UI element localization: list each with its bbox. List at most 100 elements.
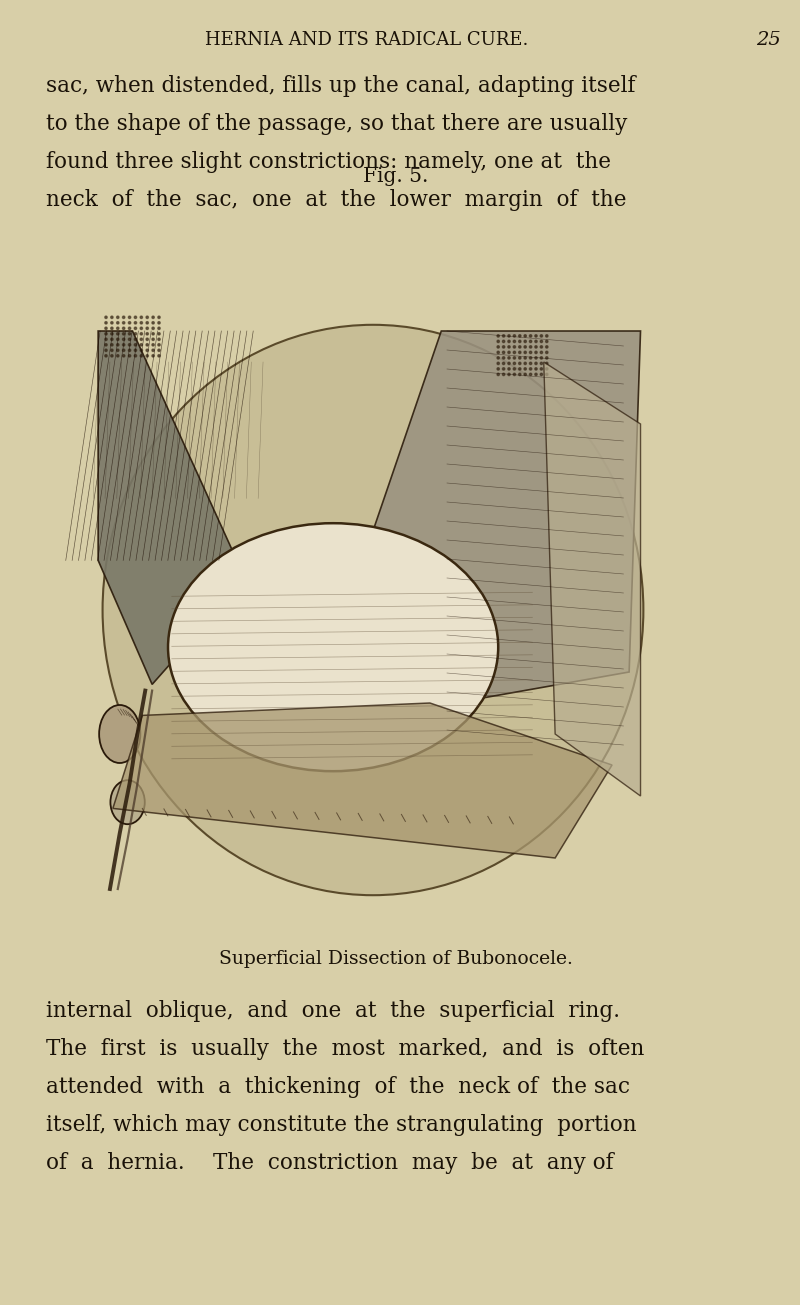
Circle shape (524, 373, 526, 376)
Circle shape (508, 341, 510, 343)
Circle shape (128, 316, 130, 318)
Circle shape (530, 368, 532, 371)
Circle shape (508, 334, 510, 337)
Circle shape (117, 321, 119, 324)
Circle shape (546, 363, 548, 364)
Circle shape (546, 334, 548, 337)
Circle shape (540, 373, 542, 376)
Circle shape (524, 351, 526, 354)
Circle shape (134, 316, 137, 318)
Circle shape (508, 363, 510, 364)
Circle shape (535, 351, 537, 354)
Circle shape (140, 343, 142, 346)
Text: attended  with  a  thickening  of  the  neck of  the sac: attended with a thickening of the neck o… (46, 1077, 630, 1098)
Circle shape (110, 316, 113, 318)
Circle shape (128, 321, 130, 324)
Circle shape (514, 334, 515, 337)
Text: The  first  is  usually  the  most  marked,  and  is  often: The first is usually the most marked, an… (46, 1037, 645, 1060)
Circle shape (518, 363, 521, 364)
Circle shape (110, 350, 113, 351)
Circle shape (540, 346, 542, 348)
Circle shape (530, 334, 532, 337)
Circle shape (152, 343, 154, 346)
Circle shape (105, 350, 107, 351)
Circle shape (535, 346, 537, 348)
Circle shape (540, 351, 542, 354)
Circle shape (514, 356, 515, 359)
Circle shape (524, 341, 526, 343)
Circle shape (524, 334, 526, 337)
Circle shape (540, 356, 542, 359)
Circle shape (502, 368, 505, 371)
Circle shape (514, 346, 515, 348)
Text: of  a  hernia.  The  constriction  may  be  at  any of: of a hernia. The constriction may be at … (46, 1152, 614, 1174)
Ellipse shape (99, 705, 140, 763)
Circle shape (128, 350, 130, 351)
Circle shape (497, 368, 499, 371)
Circle shape (530, 363, 532, 364)
Circle shape (514, 368, 515, 371)
Circle shape (117, 333, 119, 335)
Circle shape (518, 373, 521, 376)
Polygon shape (350, 331, 641, 715)
Circle shape (158, 328, 160, 329)
Circle shape (530, 351, 532, 354)
Circle shape (546, 356, 548, 359)
Circle shape (535, 356, 537, 359)
Circle shape (105, 316, 107, 318)
Circle shape (105, 321, 107, 324)
Circle shape (122, 328, 125, 329)
Circle shape (146, 338, 149, 341)
Circle shape (105, 328, 107, 329)
Circle shape (524, 368, 526, 371)
Circle shape (152, 316, 154, 318)
Circle shape (508, 346, 510, 348)
Circle shape (122, 321, 125, 324)
Circle shape (497, 363, 499, 364)
Circle shape (497, 334, 499, 337)
Circle shape (514, 373, 515, 376)
Polygon shape (98, 331, 246, 684)
Circle shape (146, 316, 149, 318)
Text: Fig. 5.: Fig. 5. (363, 167, 429, 187)
Circle shape (105, 355, 107, 358)
Circle shape (502, 363, 505, 364)
Circle shape (128, 343, 130, 346)
Text: internal  oblique,  and  one  at  the  superficial  ring.: internal oblique, and one at the superfi… (46, 1000, 620, 1022)
Circle shape (546, 373, 548, 376)
Circle shape (117, 343, 119, 346)
Circle shape (497, 346, 499, 348)
Circle shape (546, 341, 548, 343)
Circle shape (110, 321, 113, 324)
Circle shape (502, 356, 505, 359)
Circle shape (518, 368, 521, 371)
Circle shape (497, 351, 499, 354)
Circle shape (535, 334, 537, 337)
Circle shape (530, 373, 532, 376)
Circle shape (128, 338, 130, 341)
Circle shape (152, 350, 154, 351)
Circle shape (140, 316, 142, 318)
Circle shape (105, 333, 107, 335)
Polygon shape (113, 703, 612, 857)
Circle shape (146, 333, 149, 335)
Circle shape (158, 333, 160, 335)
Circle shape (122, 343, 125, 346)
Circle shape (117, 350, 119, 351)
Circle shape (158, 343, 160, 346)
Ellipse shape (168, 523, 498, 771)
Circle shape (152, 321, 154, 324)
Text: to the shape of the passage, so that there are usually: to the shape of the passage, so that the… (46, 114, 627, 134)
Circle shape (540, 368, 542, 371)
Circle shape (546, 368, 548, 371)
Circle shape (140, 338, 142, 341)
Circle shape (122, 355, 125, 358)
Circle shape (146, 355, 149, 358)
Text: sac, when distended, fills up the canal, adapting itself: sac, when distended, fills up the canal,… (46, 74, 636, 97)
Text: itself, which may constitute the strangulating  portion: itself, which may constitute the strangu… (46, 1114, 637, 1135)
Circle shape (518, 356, 521, 359)
Circle shape (497, 373, 499, 376)
Circle shape (518, 346, 521, 348)
Circle shape (128, 355, 130, 358)
Circle shape (134, 321, 137, 324)
